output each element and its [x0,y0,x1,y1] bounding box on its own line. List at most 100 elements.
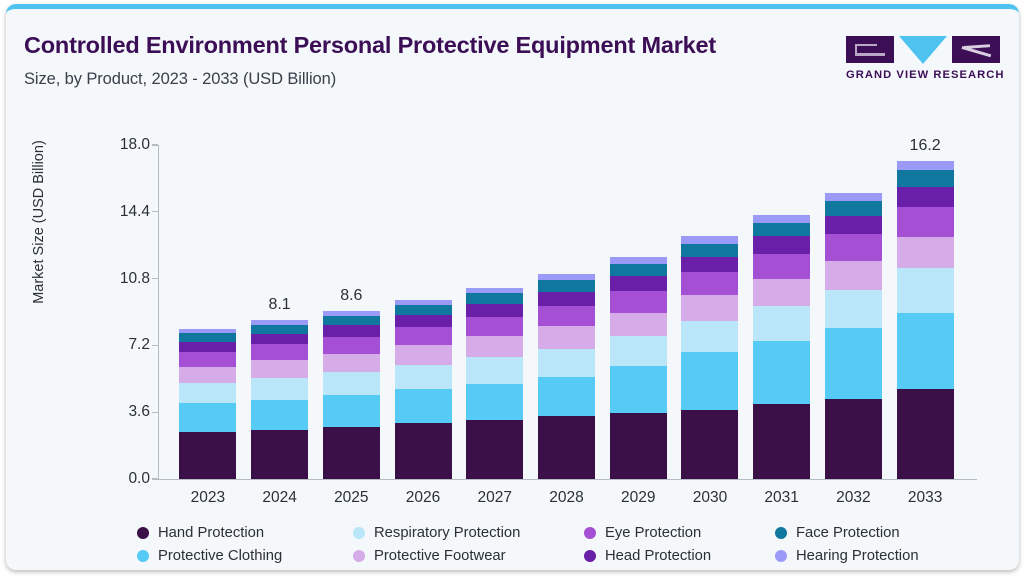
bar-segment[interactable] [824,260,882,290]
bar-segment[interactable] [251,344,309,361]
bar-group-2033[interactable] [896,160,954,479]
bar-segment[interactable] [896,170,954,187]
bar-segment[interactable] [538,280,595,292]
bar-segment[interactable] [538,348,595,377]
bar-group-2030[interactable] [681,236,739,479]
legend-item[interactable]: Head Protection [584,548,759,564]
legend-item[interactable]: Respiratory Protection [353,525,568,541]
bar-segment[interactable] [609,336,667,367]
bar-segment[interactable] [322,353,380,372]
bar-segment[interactable] [251,429,309,479]
bar-group-2029[interactable] [609,257,667,479]
bar-segment[interactable] [466,287,524,294]
bar-segment[interactable] [681,256,739,273]
bar-segment[interactable] [394,364,452,390]
bar-group-2027[interactable] [466,287,524,479]
bar-segment[interactable] [538,415,595,479]
bar-segment[interactable] [896,207,954,237]
bar-segment[interactable] [179,431,237,479]
bar-segment[interactable] [538,326,595,349]
bar-segment[interactable] [753,215,811,223]
bar-segment[interactable] [251,333,309,345]
bar-segment[interactable] [538,274,595,281]
bar-segment[interactable] [179,351,237,367]
bar-segment[interactable] [538,376,595,416]
bar-group-2026[interactable] [394,299,452,479]
bar-segment[interactable] [394,423,452,479]
bar-segment[interactable] [896,312,954,389]
bar-segment[interactable] [681,236,739,244]
bar-group-2024[interactable] [251,319,309,479]
bar-segment[interactable] [753,340,811,404]
legend-item[interactable]: Eye Protection [584,525,759,541]
bar-segment[interactable] [681,320,739,353]
bar-segment[interactable] [824,193,882,202]
bar-segment[interactable] [609,290,667,313]
bar-segment[interactable] [394,299,452,305]
bar-segment[interactable] [322,325,380,337]
bar-segment[interactable] [322,315,380,326]
bar-segment[interactable] [896,236,954,269]
bar-segment[interactable] [896,389,954,479]
bar-segment[interactable] [179,333,237,342]
bar-segment[interactable] [322,427,380,479]
bar-segment[interactable] [609,276,667,291]
bar-segment[interactable] [466,336,524,358]
bar-segment[interactable] [681,409,739,479]
bar-segment[interactable] [322,336,380,354]
bar-segment[interactable] [824,234,882,261]
bar-segment[interactable] [179,366,237,383]
bar-segment[interactable] [179,329,237,334]
bar-segment[interactable] [466,304,524,318]
bar-segment[interactable] [251,319,309,325]
bar-segment[interactable] [681,295,739,321]
bar-segment[interactable] [394,327,452,346]
bar-segment[interactable] [753,253,811,279]
bar-segment[interactable] [753,236,811,254]
bar-segment[interactable] [394,304,452,315]
bar-segment[interactable] [466,293,524,305]
legend-item[interactable]: Hand Protection [137,525,337,541]
bar-segment[interactable] [753,305,811,341]
bar-group-2028[interactable] [538,274,595,479]
bar-segment[interactable] [824,327,882,400]
bar-group-2025[interactable] [322,310,380,479]
bar-segment[interactable] [251,360,309,378]
bar-segment[interactable] [394,345,452,365]
bar-segment[interactable] [609,312,667,337]
bar-segment[interactable] [896,186,954,208]
bar-segment[interactable] [251,399,309,430]
bar-segment[interactable] [322,371,380,396]
bar-group-2023[interactable] [179,329,237,479]
bar-segment[interactable] [251,324,309,334]
bar-segment[interactable] [466,317,524,337]
bar-segment[interactable] [322,395,380,428]
bar-segment[interactable] [466,357,524,384]
bar-group-2032[interactable] [824,193,882,479]
legend-item[interactable]: Hearing Protection [775,548,935,564]
bar-segment[interactable] [609,366,667,413]
bar-segment[interactable] [394,389,452,424]
bar-segment[interactable] [824,215,882,235]
bar-segment[interactable] [538,291,595,306]
bar-segment[interactable] [896,160,954,171]
bar-segment[interactable] [179,382,237,404]
legend-item[interactable]: Protective Footwear [353,548,568,564]
bar-segment[interactable] [824,289,882,328]
bar-segment[interactable] [896,268,954,313]
bar-segment[interactable] [753,278,811,306]
legend-item[interactable]: Protective Clothing [137,548,337,564]
bar-segment[interactable] [394,314,452,328]
legend-item[interactable]: Face Protection [775,525,935,541]
bar-segment[interactable] [322,310,380,316]
bar-segment[interactable] [179,341,237,352]
bar-segment[interactable] [753,403,811,479]
bar-segment[interactable] [681,352,739,410]
bar-segment[interactable] [179,403,237,432]
bar-segment[interactable] [824,399,882,479]
bar-segment[interactable] [681,272,739,296]
bar-segment[interactable] [538,305,595,327]
bar-group-2031[interactable] [753,215,811,479]
bar-segment[interactable] [824,201,882,216]
bar-segment[interactable] [251,377,309,400]
